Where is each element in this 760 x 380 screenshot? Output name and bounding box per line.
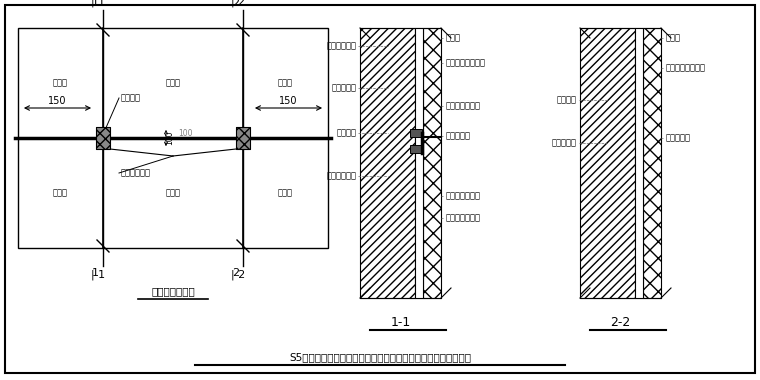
Text: 射钉固定: 射钉固定 bbox=[337, 128, 357, 138]
Bar bbox=[643, 28, 661, 298]
Text: 不锈钢固接件: 不锈钢固接件 bbox=[121, 168, 151, 177]
Text: 100: 100 bbox=[166, 131, 175, 145]
Text: 1-1: 1-1 bbox=[391, 316, 410, 329]
Text: 硬化砖: 硬化砖 bbox=[166, 79, 181, 87]
Text: 1: 1 bbox=[92, 268, 99, 278]
Text: | 1: | 1 bbox=[91, 0, 105, 7]
Bar bbox=[410, 146, 422, 154]
Bar bbox=[236, 127, 250, 149]
Text: 硬化砖: 硬化砖 bbox=[53, 188, 68, 198]
Text: 硬化砖: 硬化砖 bbox=[166, 188, 181, 198]
Bar bbox=[236, 127, 250, 149]
Text: 150: 150 bbox=[279, 96, 298, 106]
Text: 硬化砖: 硬化砖 bbox=[278, 188, 293, 198]
Text: 1: 1 bbox=[92, 0, 99, 8]
Text: | 2: | 2 bbox=[231, 0, 245, 7]
Text: 2-2: 2-2 bbox=[610, 316, 631, 329]
Bar bbox=[580, 28, 635, 298]
Bar bbox=[635, 28, 643, 298]
Text: 墙砖立面示意图: 墙砖立面示意图 bbox=[151, 286, 195, 296]
Text: 硬化砖背面开槽: 硬化砖背面开槽 bbox=[446, 192, 481, 201]
Text: 硬化砖: 硬化砖 bbox=[666, 33, 681, 43]
Text: 填缝剂填缝: 填缝剂填缝 bbox=[666, 133, 691, 142]
Text: 云石胶快速固定: 云石胶快速固定 bbox=[446, 101, 481, 111]
Text: 不锈钢固接件: 不锈钢固接件 bbox=[327, 171, 357, 180]
Bar bbox=[96, 127, 110, 149]
Bar bbox=[415, 28, 423, 298]
Text: 100: 100 bbox=[178, 128, 192, 138]
Text: 墙件抹灰层: 墙件抹灰层 bbox=[332, 84, 357, 92]
Text: 2: 2 bbox=[232, 0, 239, 8]
Text: 硬化砖强力粘结剂: 硬化砖强力粘结剂 bbox=[666, 63, 706, 73]
Text: 硬化砖强力粘结剂: 硬化砖强力粘结剂 bbox=[446, 59, 486, 68]
Text: 硬化砖: 硬化砖 bbox=[446, 33, 461, 43]
Text: | 2: | 2 bbox=[231, 269, 245, 280]
Text: 采用云石胶固定: 采用云石胶固定 bbox=[446, 214, 481, 223]
Bar bbox=[360, 28, 415, 298]
Text: 硬化砖: 硬化砖 bbox=[278, 79, 293, 87]
Bar bbox=[96, 127, 110, 149]
Text: 2: 2 bbox=[232, 268, 239, 278]
Bar bbox=[410, 130, 422, 138]
Text: 墙件抹灰层: 墙件抹灰层 bbox=[552, 138, 577, 147]
Text: 150: 150 bbox=[48, 96, 67, 106]
Bar bbox=[423, 28, 441, 298]
Text: 结构墙体基层: 结构墙体基层 bbox=[327, 41, 357, 51]
Text: | 1: | 1 bbox=[91, 269, 105, 280]
Text: 墙体基层: 墙体基层 bbox=[557, 95, 577, 104]
Bar bbox=[18, 28, 328, 248]
Text: S5工程精装修大堂墙面湿贴工艺硬化砖湿贴局部加强做法示意图: S5工程精装修大堂墙面湿贴工艺硬化砖湿贴局部加强做法示意图 bbox=[289, 352, 471, 362]
Text: 硬化砖: 硬化砖 bbox=[53, 79, 68, 87]
Text: 填缝剂填缝: 填缝剂填缝 bbox=[446, 131, 471, 141]
Text: 射钉固定: 射钉固定 bbox=[121, 93, 141, 103]
